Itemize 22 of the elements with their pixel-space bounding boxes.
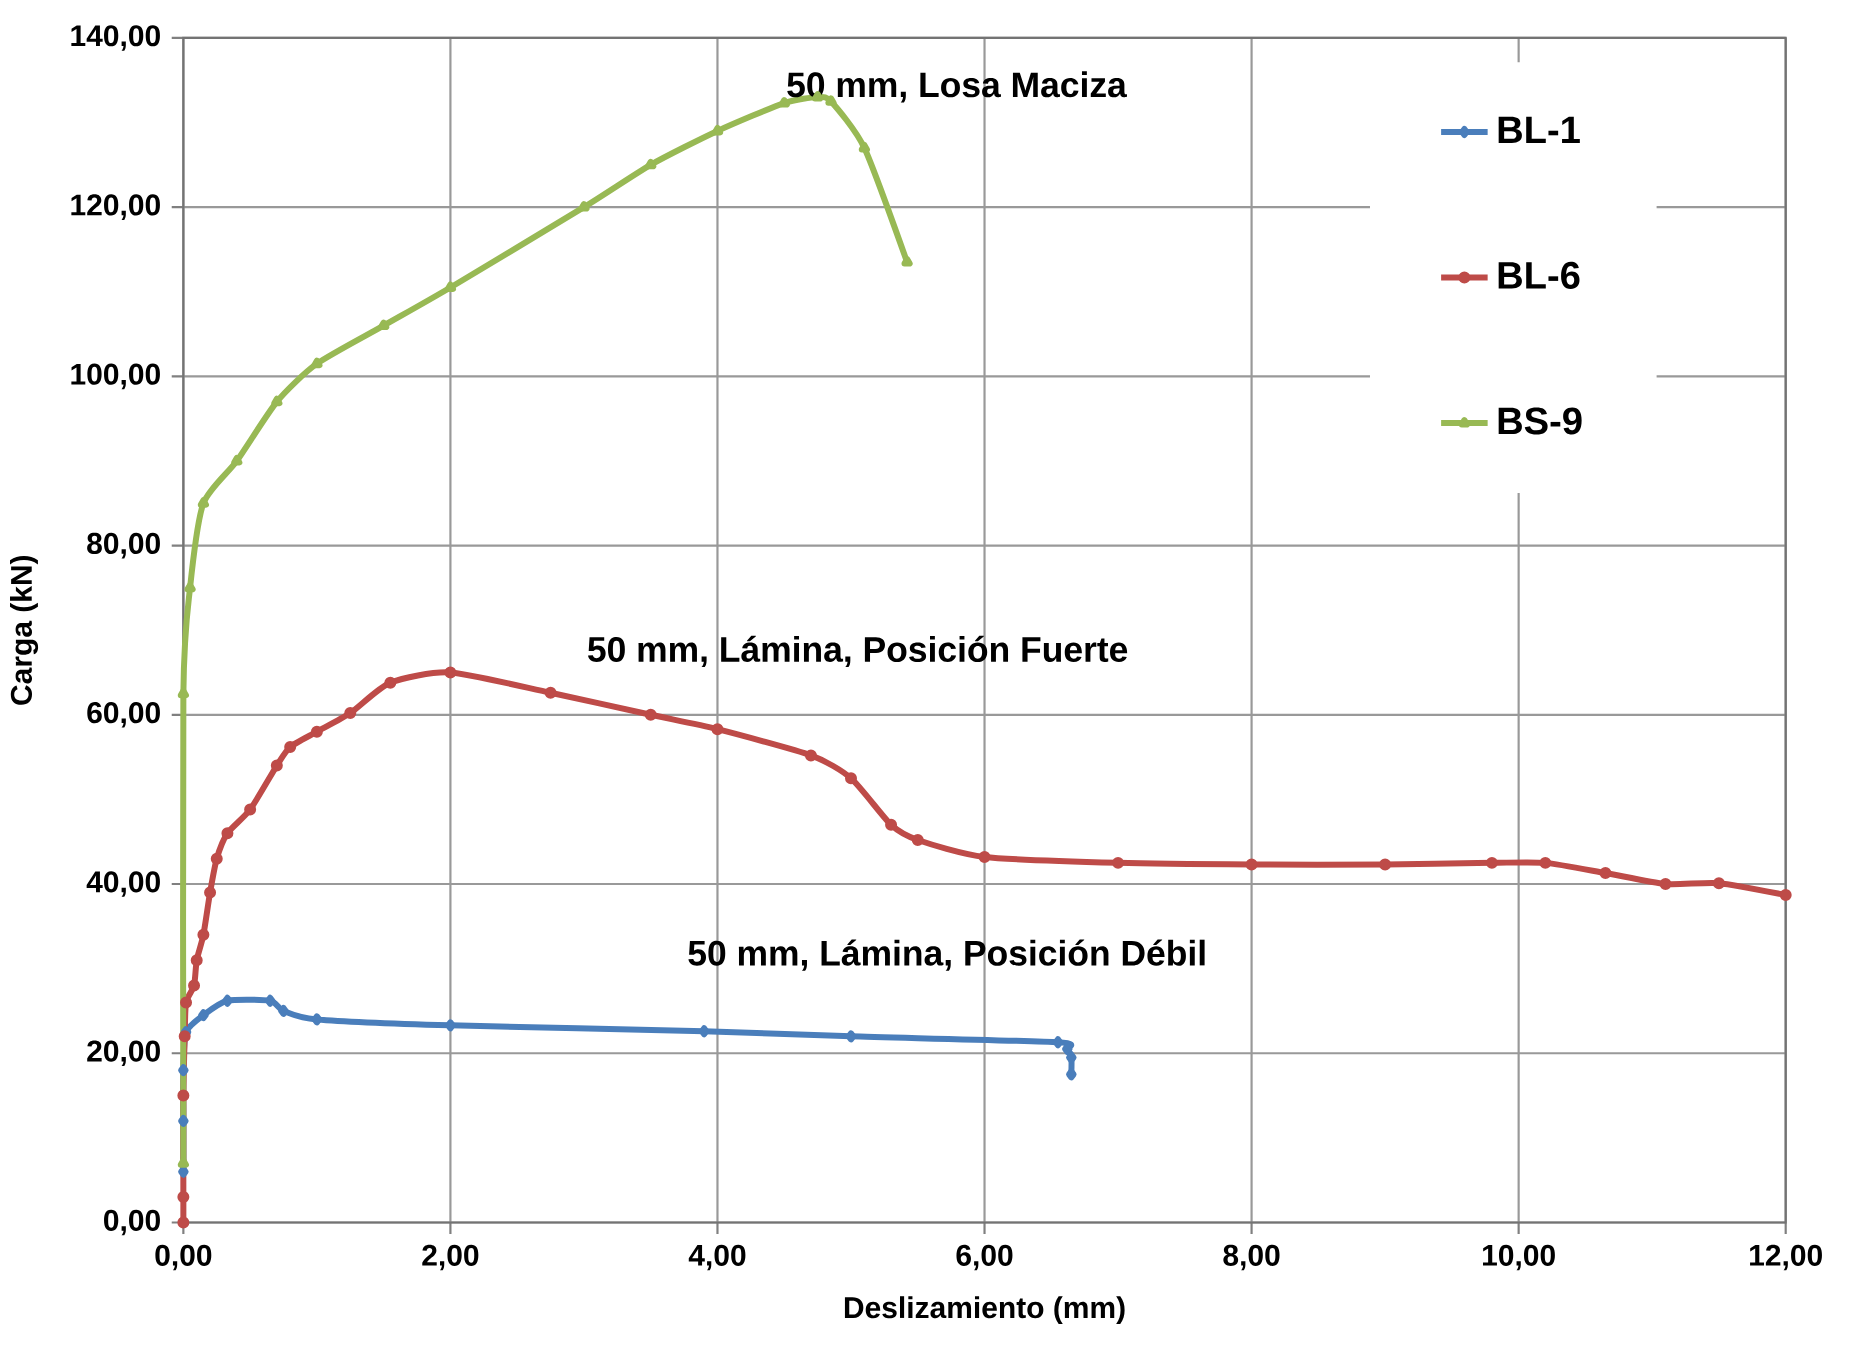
y-tick-label: 40,00 [86,871,160,897]
x-tick-label: 8,00 [1223,1244,1280,1271]
y-tick-label: 60,00 [87,702,160,728]
y-tick-label: 20,00 [87,1040,160,1067]
x-tick-label: 0,00 [155,1244,212,1271]
legend-label: BL-6 [1498,261,1580,289]
y-axis-title: Carga (kN) [10,556,39,705]
x-tick-label: 6,00 [956,1244,1013,1271]
x-tick-label: 12,00 [1750,1244,1822,1271]
y-tick-label: 80,00 [87,532,160,559]
legend-label: BS-9 [1498,407,1582,435]
x-tick-label: 10,00 [1483,1244,1555,1271]
y-tick-label: 0,00 [104,1209,160,1236]
y-tick-label: 120,00 [71,194,160,220]
x-tick-label: 4,00 [688,1244,746,1271]
legend-label: BL-1 [1498,116,1580,143]
y-tick-label: 100,00 [71,363,160,390]
annotation: 50 mm, Lámina, Posición Fuerte [588,635,1128,668]
y-tick-label: 140,00 [71,25,160,51]
x-axis-title: Deslizamiento (mm) [844,1296,1125,1325]
annotation: 50 mm, Lámina, Posición Débil [688,939,1205,971]
x-tick-label: 2,00 [422,1244,479,1271]
